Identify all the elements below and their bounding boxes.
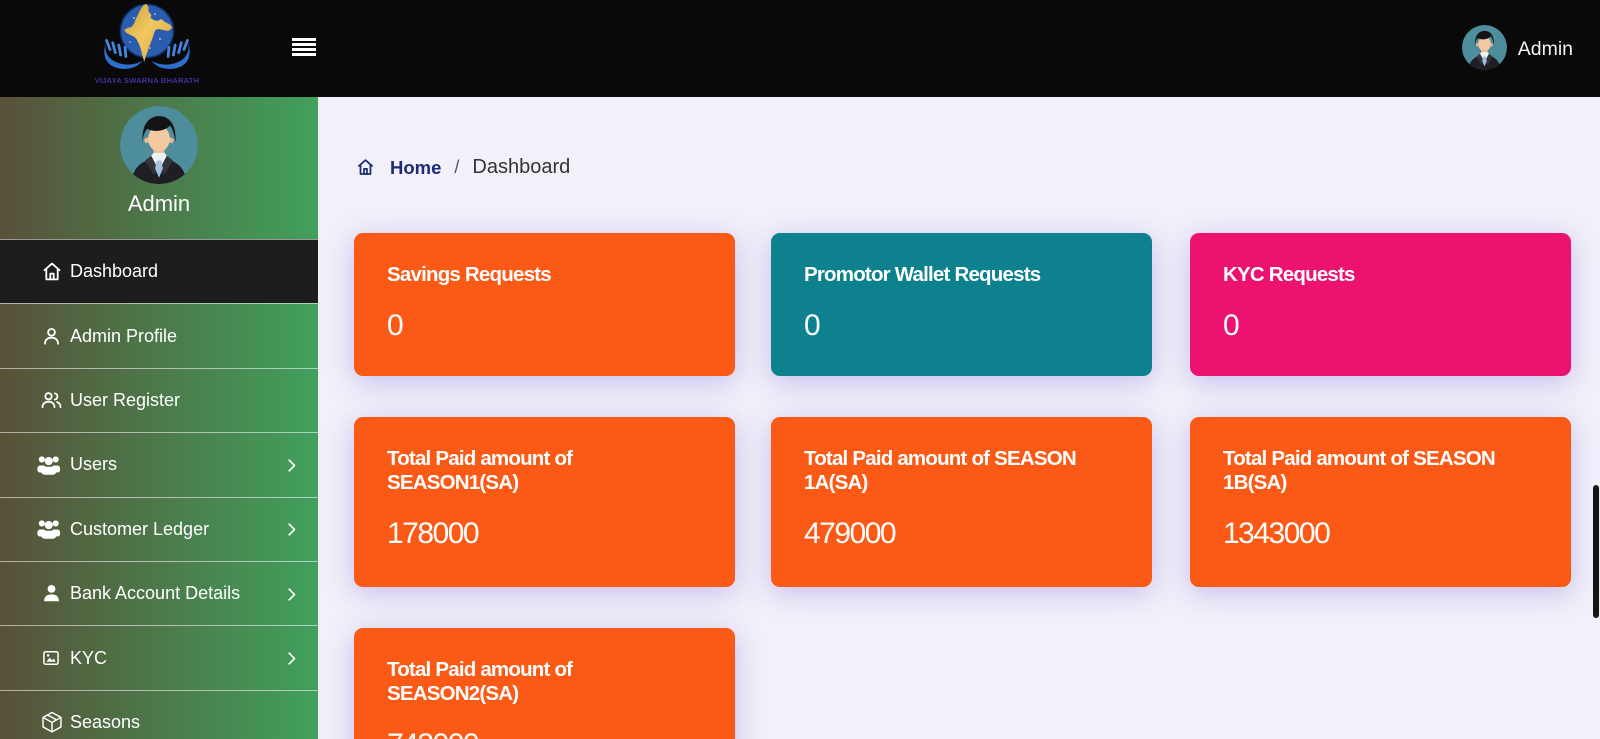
svg-text:VIJAYA SWARNA BHARATH: VIJAYA SWARNA BHARATH	[95, 76, 200, 85]
